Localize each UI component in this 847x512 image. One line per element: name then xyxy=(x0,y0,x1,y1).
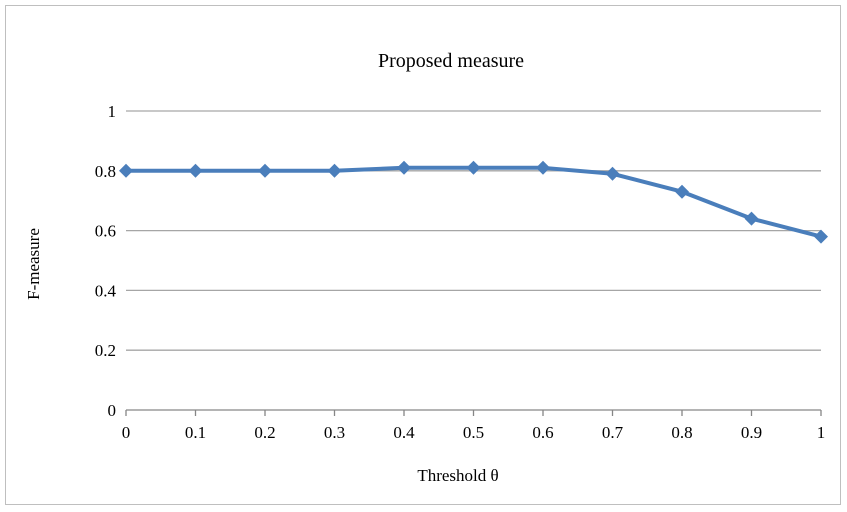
data-point-marker xyxy=(744,211,759,226)
x-tick-label: 0.8 xyxy=(671,423,692,442)
x-tick-label: 1 xyxy=(817,423,826,442)
chart-title: Proposed measure xyxy=(378,50,524,72)
chart-frame: Proposed measure 0 0.2 0.4 0.6 0.8 1 0 0.1 0.2 0… xyxy=(5,5,841,505)
data-point-marker xyxy=(327,163,342,178)
data-point-marker xyxy=(536,160,550,175)
data-point-marker xyxy=(675,184,689,199)
x-tick-label: 0.5 xyxy=(463,423,484,442)
y-tick-label: 0.4 xyxy=(95,281,117,300)
series xyxy=(119,160,828,244)
data-point-marker xyxy=(605,166,620,181)
x-tick-label: 0 xyxy=(122,423,131,442)
x-tick-label: 0.9 xyxy=(741,423,762,442)
y-tick-label: 0 xyxy=(108,401,117,420)
axes xyxy=(125,409,822,416)
y-tick-label: 0.8 xyxy=(95,162,116,181)
data-point-marker xyxy=(814,229,828,244)
y-tick-label: 1 xyxy=(108,102,117,121)
x-tick-label: 0.4 xyxy=(393,423,415,442)
y-tick-labels: 0 0.2 0.4 0.6 0.8 1 xyxy=(95,102,117,420)
data-point-marker xyxy=(119,163,133,178)
y-tick-label: 0.2 xyxy=(95,341,116,360)
y-tick-label: 0.6 xyxy=(95,222,116,241)
x-tick-labels: 0 0.1 0.2 0.3 0.4 0.5 0.6 0.7 0.8 0.9 1 xyxy=(122,423,826,442)
y-axis-label: F-measure xyxy=(24,228,43,300)
x-axis-label: Threshold θ xyxy=(417,466,498,485)
x-tick-label: 0.1 xyxy=(185,423,206,442)
x-tick-label: 0.6 xyxy=(532,423,553,442)
gridlines xyxy=(126,110,821,351)
x-tick-label: 0.7 xyxy=(602,423,624,442)
data-point-marker xyxy=(258,163,272,178)
line-chart: Proposed measure 00.20.40.60.81 0 0.1 0.2 0… xyxy=(24,50,828,485)
x-tick-label: 0.3 xyxy=(324,423,345,442)
data-point-marker xyxy=(188,163,203,178)
x-tick-label: 0.2 xyxy=(254,423,275,442)
data-point-marker xyxy=(466,160,481,175)
series-line xyxy=(126,165,822,239)
data-point-marker xyxy=(397,160,411,175)
